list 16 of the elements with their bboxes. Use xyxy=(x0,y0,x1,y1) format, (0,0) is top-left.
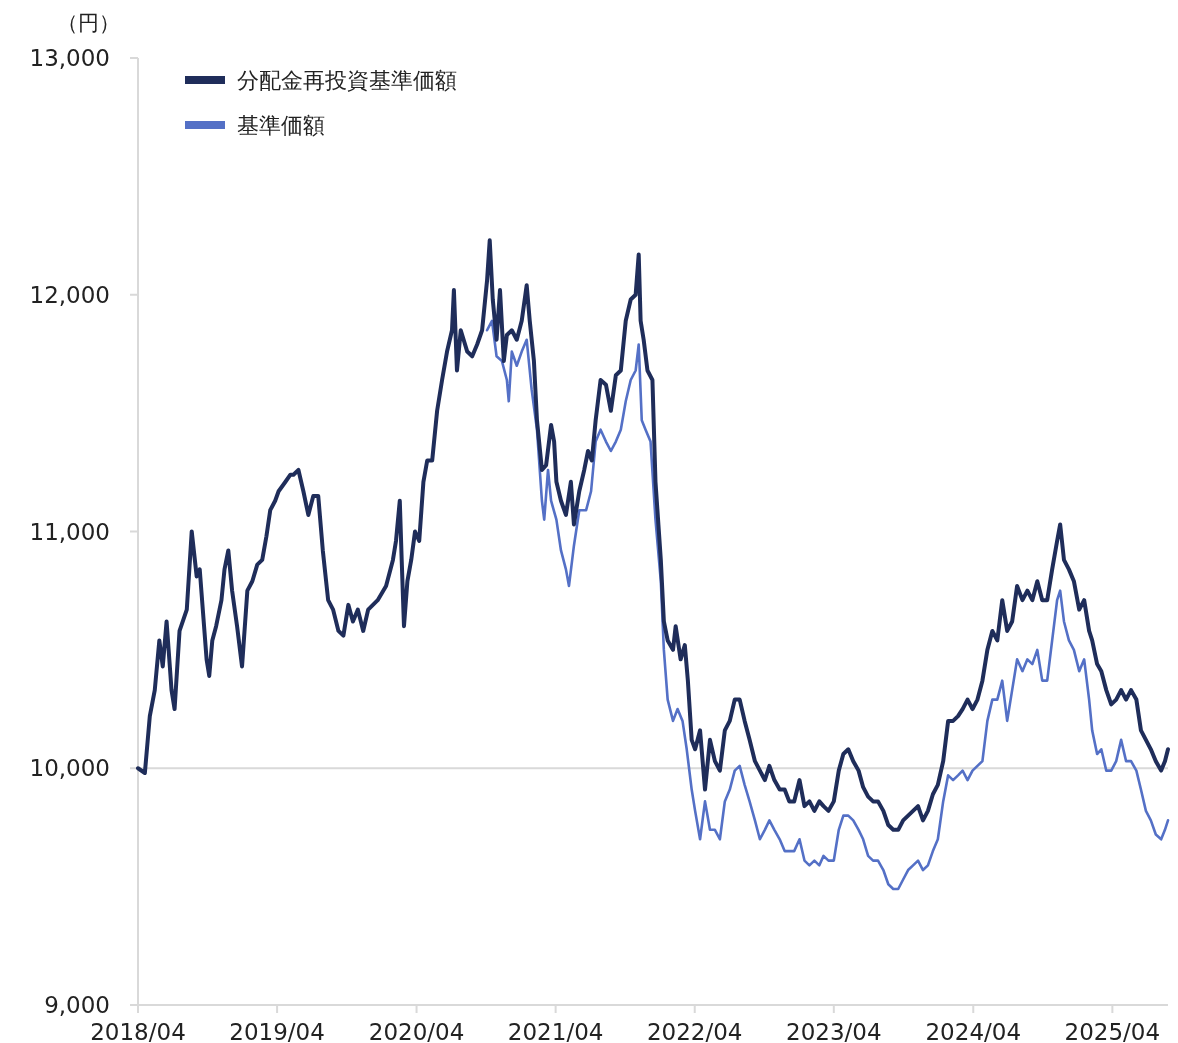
y-tick-label: 11,000 xyxy=(29,518,110,545)
x-tick-label: 2021/04 xyxy=(507,1019,604,1043)
x-tick-label: 2025/04 xyxy=(1064,1019,1161,1043)
x-tick-label: 2022/04 xyxy=(646,1019,743,1043)
x-tick-label: 2023/04 xyxy=(786,1019,882,1043)
x-tick-label: 2018/04 xyxy=(90,1019,186,1043)
x-tick-label: 2019/04 xyxy=(229,1019,325,1043)
legend-label: 分配金再投資基準価額 xyxy=(237,68,457,93)
legend-label: 基準価額 xyxy=(237,113,325,138)
ylabel: （円） xyxy=(56,11,120,35)
x-tick-label: 2020/04 xyxy=(368,1019,465,1043)
y-tick-label: 13,000 xyxy=(29,45,110,71)
y-tick-label: 12,000 xyxy=(29,281,110,308)
y-tick-label: 10,000 xyxy=(29,755,110,782)
x-tick-label: 2024/04 xyxy=(925,1019,1022,1043)
y-tick-label: 9,000 xyxy=(44,992,110,1018)
